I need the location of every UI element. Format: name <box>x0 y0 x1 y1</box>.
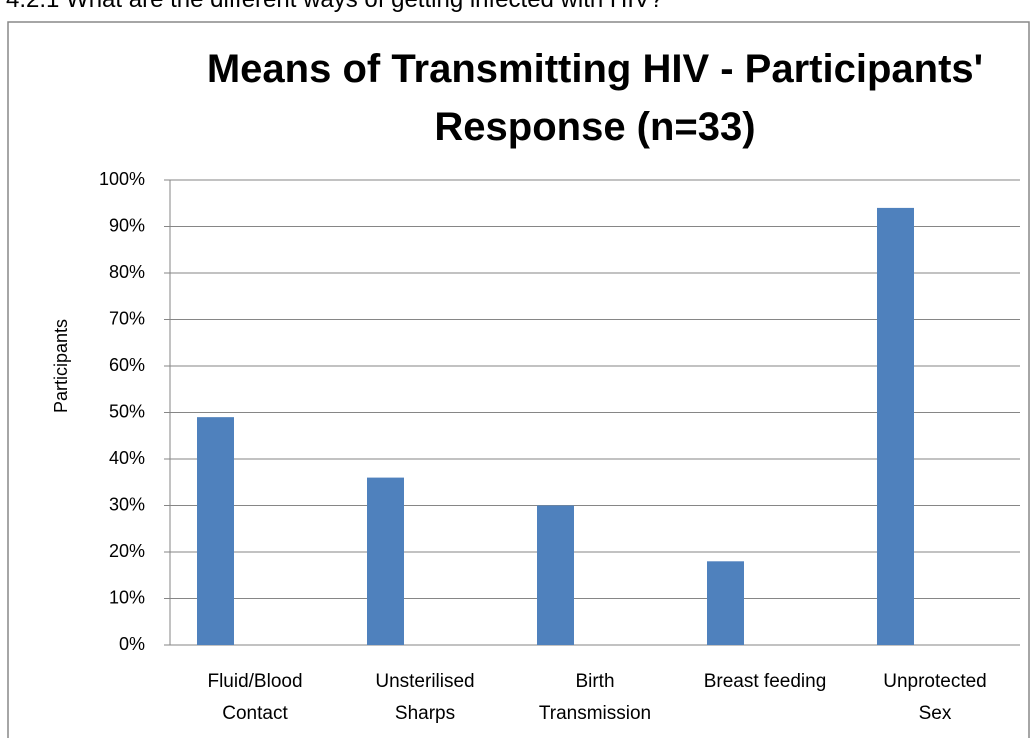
heading: 4.2.1 What are the different ways of get… <box>6 0 663 14</box>
y-tick-label: 40% <box>109 448 145 468</box>
bar <box>537 505 574 645</box>
y-tick-label: 70% <box>109 308 145 328</box>
bar <box>877 207 914 645</box>
y-tick-label: 50% <box>109 401 145 421</box>
y-tick-label: 60% <box>109 355 145 375</box>
y-tick-label: 20% <box>109 541 145 561</box>
y-axis-title: Participants <box>51 319 71 413</box>
x-tick-label: Unprotected Sex <box>883 671 987 724</box>
y-tick-label: 80% <box>109 262 145 282</box>
y-tick-label: 100% <box>99 169 145 189</box>
x-tick-label: Breast feeding <box>703 671 827 692</box>
bar <box>707 561 744 645</box>
chart-title: Means of Transmitting HIV - Participants… <box>206 47 984 149</box>
y-tick-label: 0% <box>119 634 145 654</box>
bar <box>197 417 234 645</box>
y-tick-label: 30% <box>109 494 145 514</box>
x-tick-label: Unsterilised Sharps <box>375 671 475 724</box>
x-tick-label: Birth Transmission <box>538 671 652 724</box>
chart-border <box>7 21 1030 738</box>
y-tick-label: 10% <box>109 587 145 607</box>
y-tick-label: 90% <box>109 215 145 235</box>
x-tick-label: Fluid/Blood Contact <box>207 671 303 724</box>
bar <box>367 477 404 645</box>
